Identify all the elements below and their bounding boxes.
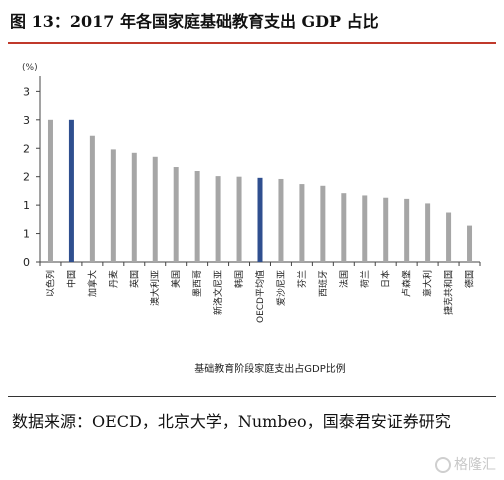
x-tick-label: 德国 xyxy=(464,270,476,288)
bar xyxy=(173,167,179,262)
bar xyxy=(110,149,116,262)
bar xyxy=(425,203,431,262)
y-tick-label: 1 xyxy=(23,228,30,241)
source-divider xyxy=(8,396,496,397)
x-tick-label: 加拿大 xyxy=(86,270,98,297)
watermark: 格隆汇 xyxy=(435,454,496,474)
x-tick-label: 墨西哥 xyxy=(192,270,203,297)
bar xyxy=(320,185,326,262)
y-tick-label: 3 xyxy=(23,85,30,98)
x-axis-title: 基础教育阶段家庭支出占GDP比例 xyxy=(194,362,345,375)
y-tick-label: 1 xyxy=(23,199,30,212)
x-tick-label: 芬兰 xyxy=(296,270,308,288)
watermark-text: 格隆汇 xyxy=(454,457,496,473)
title-divider xyxy=(8,42,496,44)
x-tick-label: 美国 xyxy=(170,270,182,288)
bar xyxy=(299,184,305,262)
y-tick-label: 2 xyxy=(23,171,30,184)
bar-chart: (%) 0 1 1 2 2 3 3 以色列 中国 加拿大 丹麦 英国 澳大利亚 美国 墨西哥 新洛文尼亚 韩国 O… xyxy=(22,63,481,375)
x-tick-label: 意大利 xyxy=(422,270,434,297)
x-tick-label: 丹麦 xyxy=(107,270,119,288)
bar xyxy=(236,176,242,262)
bar xyxy=(362,195,368,262)
bar xyxy=(446,212,452,262)
y-unit-label: (%) xyxy=(22,63,38,73)
x-tick-label: 新洛文尼亚 xyxy=(212,270,224,315)
x-tick-label: 捷克共和国 xyxy=(443,270,455,315)
x-tick-label: 荷兰 xyxy=(359,270,371,288)
page-title: 图 13：2017 年各国家庭基础教育支出 GDP 占比 xyxy=(10,12,379,31)
x-tick-label: 爱沙尼亚 xyxy=(276,270,287,306)
bar xyxy=(131,152,137,262)
y-tick-label: 3 xyxy=(23,114,30,127)
x-tick-label: 卢森堡 xyxy=(401,270,413,297)
x-tick-label: 以色列 xyxy=(44,270,56,297)
x-tick-label: 日本 xyxy=(380,270,392,288)
bar xyxy=(383,197,389,262)
bar xyxy=(194,171,200,262)
x-tick-label: 法国 xyxy=(338,270,350,288)
bar xyxy=(404,198,410,262)
bar xyxy=(47,119,53,262)
x-tick-label: 澳大利亚 xyxy=(149,270,161,306)
source-note: 数据来源：OECD，北京大学，Numbeo，国泰君安证券研究 xyxy=(12,412,451,431)
y-tick-label: 0 xyxy=(23,256,30,269)
bar xyxy=(215,176,221,262)
y-tick-label: 2 xyxy=(23,142,30,155)
bar xyxy=(278,178,284,262)
x-tick-label: OECD平均值 xyxy=(254,270,266,323)
bar xyxy=(68,119,74,262)
x-tick-label: 英国 xyxy=(128,270,140,288)
x-tick-label: 西班牙 xyxy=(317,270,329,297)
watermark-logo-icon xyxy=(435,457,451,473)
bar xyxy=(341,193,347,262)
bar xyxy=(467,225,473,262)
bar xyxy=(152,156,158,262)
x-tick-label: 中国 xyxy=(65,270,77,288)
x-tick-label: 韩国 xyxy=(233,270,245,288)
bar xyxy=(257,177,263,262)
bar xyxy=(89,135,95,262)
